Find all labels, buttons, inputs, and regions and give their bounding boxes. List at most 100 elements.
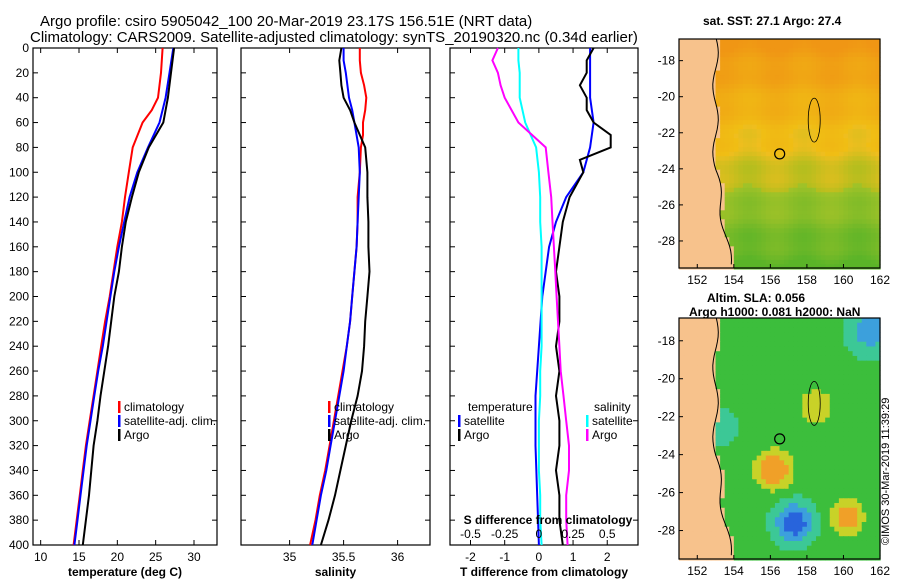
map-cell xyxy=(742,75,749,81)
map-cell xyxy=(852,555,858,561)
map-cell xyxy=(820,70,826,76)
map-cell xyxy=(710,417,717,423)
map-cell xyxy=(857,264,863,270)
map-cell xyxy=(788,129,794,135)
map-cell xyxy=(843,255,849,261)
map-cell xyxy=(715,526,721,533)
map-cell xyxy=(733,322,739,329)
map-cell xyxy=(866,48,872,54)
map-cell xyxy=(838,450,845,457)
legend-swatch-salinity xyxy=(328,429,331,441)
map-cell xyxy=(852,403,858,409)
map-cell xyxy=(825,133,831,139)
map-cell xyxy=(861,183,867,189)
map-cell xyxy=(875,460,881,466)
map-cell xyxy=(692,255,698,261)
map-cell xyxy=(866,250,872,256)
map-cell xyxy=(688,61,694,67)
map-cell xyxy=(784,488,790,495)
map-cell xyxy=(738,169,744,175)
map-cell xyxy=(857,79,863,85)
map-cell xyxy=(770,488,776,495)
map-cell xyxy=(848,336,854,343)
map-cell xyxy=(806,93,813,99)
map-x-tick-label-sla_map: 160 xyxy=(833,564,853,578)
map-cell xyxy=(761,214,767,220)
map-cell xyxy=(825,526,831,533)
map-cell xyxy=(742,503,749,509)
map-cell xyxy=(715,436,721,442)
map-cell xyxy=(742,201,749,207)
map-cell xyxy=(802,183,808,189)
map-cell xyxy=(866,169,872,175)
map-cell xyxy=(724,403,730,409)
map-cell xyxy=(747,512,753,518)
map-cell xyxy=(765,151,771,157)
map-cell xyxy=(788,474,794,480)
series-line-difference-1 xyxy=(554,47,612,546)
map-cell xyxy=(811,214,817,220)
map-cell xyxy=(852,341,858,348)
map-cell xyxy=(852,228,858,234)
map-cell xyxy=(802,550,808,556)
map-cell xyxy=(770,192,776,198)
map-cell xyxy=(701,255,708,261)
map-x-tick-label-sla_map: 162 xyxy=(870,564,890,578)
map-cell xyxy=(779,365,785,371)
map-cell xyxy=(701,88,708,94)
map-cell xyxy=(729,474,735,480)
map-cell xyxy=(843,498,849,504)
map-cell xyxy=(761,174,767,180)
map-cell xyxy=(848,264,854,270)
map-cell xyxy=(788,469,794,476)
map-cell xyxy=(770,503,776,509)
map-cell xyxy=(806,521,813,528)
map-cell xyxy=(752,187,758,193)
map-cell xyxy=(701,259,708,265)
map-cell xyxy=(806,503,813,509)
map-cell xyxy=(852,259,858,265)
map-cell xyxy=(761,232,767,238)
map-cell xyxy=(715,228,721,234)
map-cell xyxy=(752,160,758,166)
map-cell xyxy=(742,545,749,552)
map-cell xyxy=(852,322,858,329)
map-cell xyxy=(784,124,790,130)
map-cell xyxy=(825,52,831,58)
map-cell xyxy=(729,465,735,471)
map-cell xyxy=(848,183,854,189)
map-cell xyxy=(797,318,803,324)
map-cell xyxy=(770,255,776,261)
map-cell xyxy=(765,540,771,547)
map-cell xyxy=(679,379,685,386)
map-cell xyxy=(784,142,790,148)
map-cell xyxy=(724,446,730,452)
map-cell xyxy=(742,169,749,175)
map-cell xyxy=(834,111,840,117)
map-cell xyxy=(788,264,794,270)
map-cell xyxy=(683,196,689,202)
map-cell xyxy=(774,531,781,537)
map-cell xyxy=(861,384,867,390)
map-cell xyxy=(697,346,703,352)
map-cell xyxy=(729,450,735,457)
map-cell xyxy=(701,488,708,495)
map-cell xyxy=(729,169,735,175)
map-cell xyxy=(857,412,863,419)
map-cell xyxy=(788,479,794,485)
map-cell xyxy=(747,403,753,409)
map-cell xyxy=(816,531,822,537)
map-cell xyxy=(720,545,726,552)
map-cell xyxy=(697,178,703,184)
map-cell xyxy=(738,398,744,404)
map-cell xyxy=(838,526,845,533)
map-cell xyxy=(697,250,703,256)
map-cell xyxy=(710,48,717,54)
map-y-tick-label-sst_map: -22 xyxy=(658,126,676,140)
map-cell xyxy=(720,43,726,49)
map-cell xyxy=(870,219,877,225)
map-cell xyxy=(683,178,689,184)
map-cell xyxy=(761,57,767,63)
map-cell xyxy=(733,512,739,518)
map-cell xyxy=(852,550,858,556)
